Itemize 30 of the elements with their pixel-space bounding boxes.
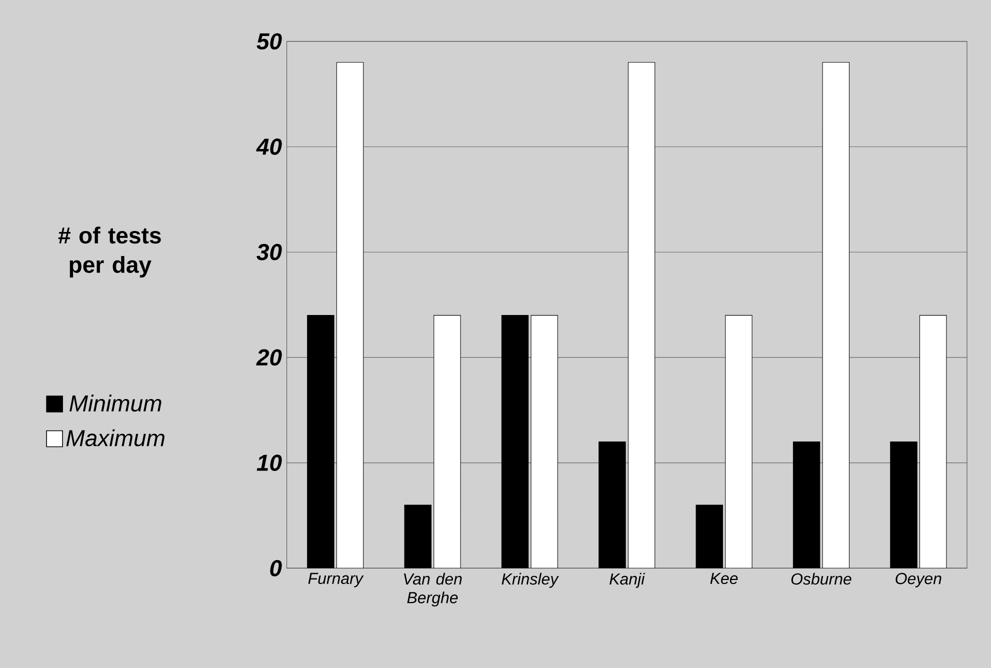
bar <box>434 314 461 568</box>
bar <box>628 62 656 568</box>
bar <box>307 314 334 568</box>
y-tick-label: 50 <box>256 33 282 50</box>
y-tick-label: 20 <box>256 349 282 366</box>
y-tick-label: 10 <box>256 454 282 471</box>
legend-label: Maximum <box>66 429 164 446</box>
x-tick-label: Van den Berghe <box>404 572 462 606</box>
bar <box>598 441 626 568</box>
bar <box>530 314 558 568</box>
y-tick-label: 30 <box>256 244 282 260</box>
bar <box>822 62 850 568</box>
x-tick-label: Osburne <box>791 572 852 585</box>
bar <box>890 441 918 568</box>
bar <box>696 504 723 568</box>
x-tick-label: Krinsley <box>502 572 559 588</box>
bar <box>404 504 432 568</box>
y-tick-label: 40 <box>256 138 282 155</box>
x-tick-label: Kanji <box>610 572 646 588</box>
bar <box>336 62 364 568</box>
bar <box>501 314 529 568</box>
bar <box>725 314 752 568</box>
y-axis-title: # of tests per day <box>58 226 161 278</box>
x-tick-label: Oeyen <box>896 572 942 588</box>
bar <box>792 441 820 568</box>
bar <box>919 314 947 568</box>
x-tick-label: Kee <box>710 572 738 584</box>
y-tick-label: 0 <box>270 560 282 576</box>
x-tick-label: Furnary <box>308 572 364 588</box>
legend-label: Minimum <box>70 394 162 412</box>
